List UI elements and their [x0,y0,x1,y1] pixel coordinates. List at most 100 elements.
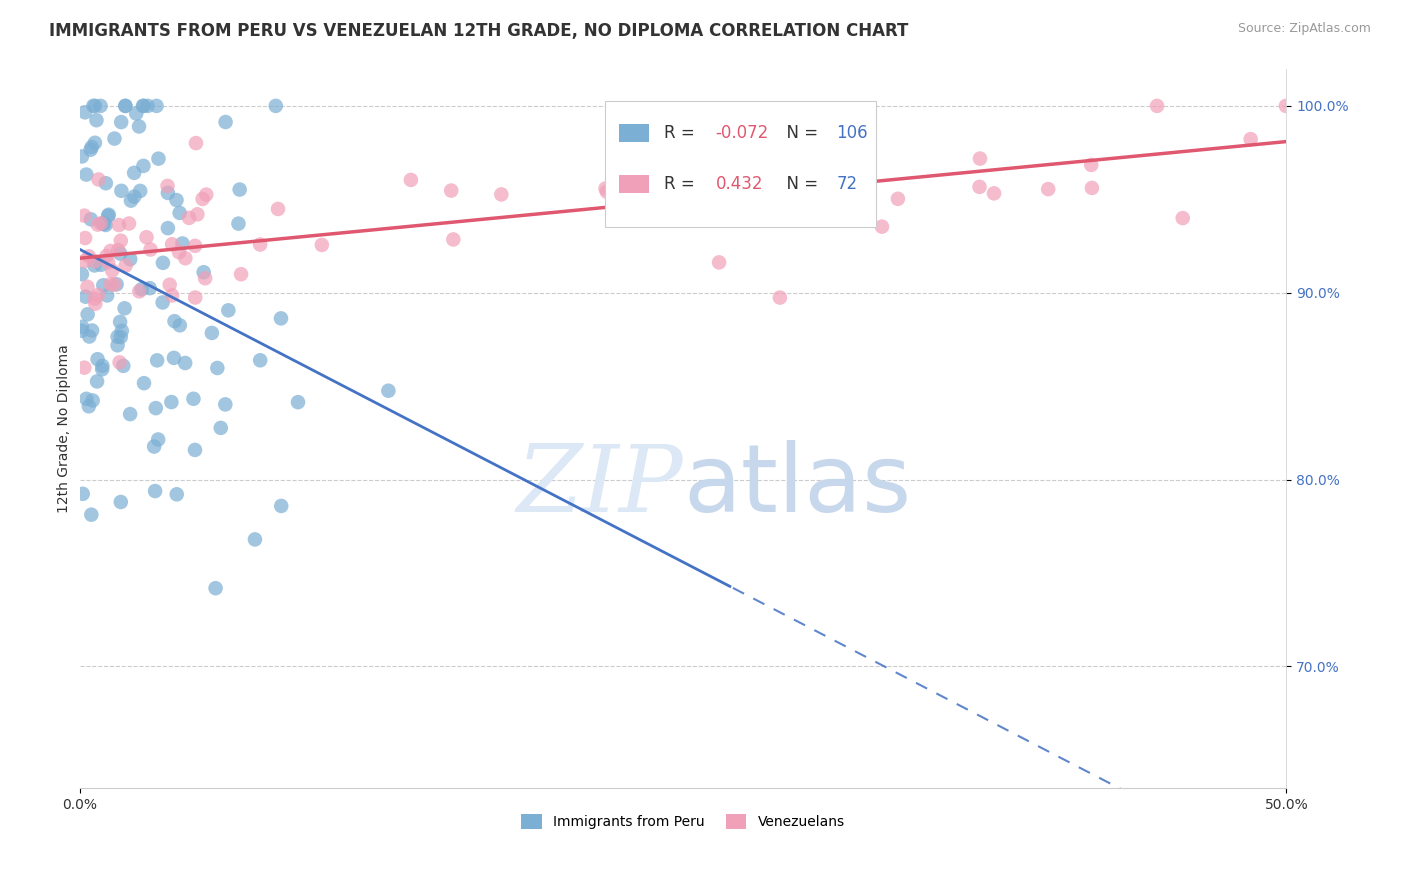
Point [120,194,142,208]
Point [156,221,179,235]
Point [131,282,153,296]
Point [193,265,215,279]
Point [146,353,169,368]
Point [152,256,174,270]
Point [83,292,105,306]
Point [110,234,132,248]
Point [73,105,96,120]
Point [209,421,232,435]
Point [90,258,112,272]
Point [73,209,96,223]
Point [77,399,100,413]
Point [82,99,104,113]
Point [84,99,107,113]
Point [132,376,155,391]
Point [108,218,131,232]
Point [627,114,650,128]
Point [94,176,117,190]
Point [596,185,619,199]
Text: N =: N = [776,124,824,142]
Point [84,136,107,150]
Point [118,217,141,231]
Point [440,184,463,198]
Point [1275,99,1298,113]
Point [125,106,148,120]
Point [1038,182,1060,196]
Point [160,395,183,409]
Point [111,324,134,338]
Point [114,259,136,273]
Point [311,238,333,252]
Point [93,217,115,231]
Point [184,239,207,253]
Point [145,99,167,113]
Point [75,168,97,182]
Point [1239,132,1261,146]
Point [87,172,110,186]
Point [1081,181,1104,195]
Point [1171,211,1194,225]
Point [122,189,145,203]
Point [201,326,224,340]
Point [159,277,181,292]
Point [228,217,250,231]
Point [183,392,205,406]
Point [70,267,93,281]
Point [800,139,823,153]
Point [287,395,309,409]
Point [166,193,188,207]
Point [207,361,229,376]
Text: 0.432: 0.432 [716,175,763,193]
Point [80,140,103,154]
Point [110,330,132,344]
Point [214,115,236,129]
Point [163,351,186,365]
Point [169,318,191,333]
Point [107,330,129,344]
Point [83,259,105,273]
Text: R =: R = [664,175,704,193]
Point [90,216,112,230]
Point [110,115,132,129]
Point [73,254,96,268]
Point [120,407,142,421]
Point [86,352,108,367]
Point [249,353,271,368]
Point [249,237,271,252]
Point [76,307,98,321]
Point [143,440,166,454]
Text: N =: N = [776,175,824,193]
Point [76,280,98,294]
Point [86,113,108,128]
Point [163,314,186,328]
Point [114,99,136,113]
Text: 72: 72 [837,175,858,193]
Point [132,159,155,173]
Point [82,393,104,408]
Point [120,252,142,267]
Point [96,288,118,302]
Point [983,186,1005,201]
FancyBboxPatch shape [605,101,876,227]
Point [191,192,214,206]
Text: 106: 106 [837,124,868,142]
Text: IMMIGRANTS FROM PERU VS VENEZUELAN 12TH GRADE, NO DIPLOMA CORRELATION CHART: IMMIGRANTS FROM PERU VS VENEZUELAN 12TH … [49,22,908,40]
Point [441,232,464,246]
Point [969,152,991,166]
Text: Source: ZipAtlas.com: Source: ZipAtlas.com [1237,22,1371,36]
Point [177,211,200,225]
Point [91,359,114,373]
Point [128,120,150,134]
Point [70,149,93,163]
Point [143,484,166,499]
Point [194,271,217,285]
Point [72,487,94,501]
Point [114,301,136,316]
Legend: Immigrants from Peru, Venezuelans: Immigrants from Peru, Venezuelans [516,809,851,835]
Point [135,230,157,244]
Point [97,209,120,223]
FancyBboxPatch shape [619,175,650,193]
Point [184,291,207,305]
Point [172,236,194,251]
Point [108,355,131,369]
